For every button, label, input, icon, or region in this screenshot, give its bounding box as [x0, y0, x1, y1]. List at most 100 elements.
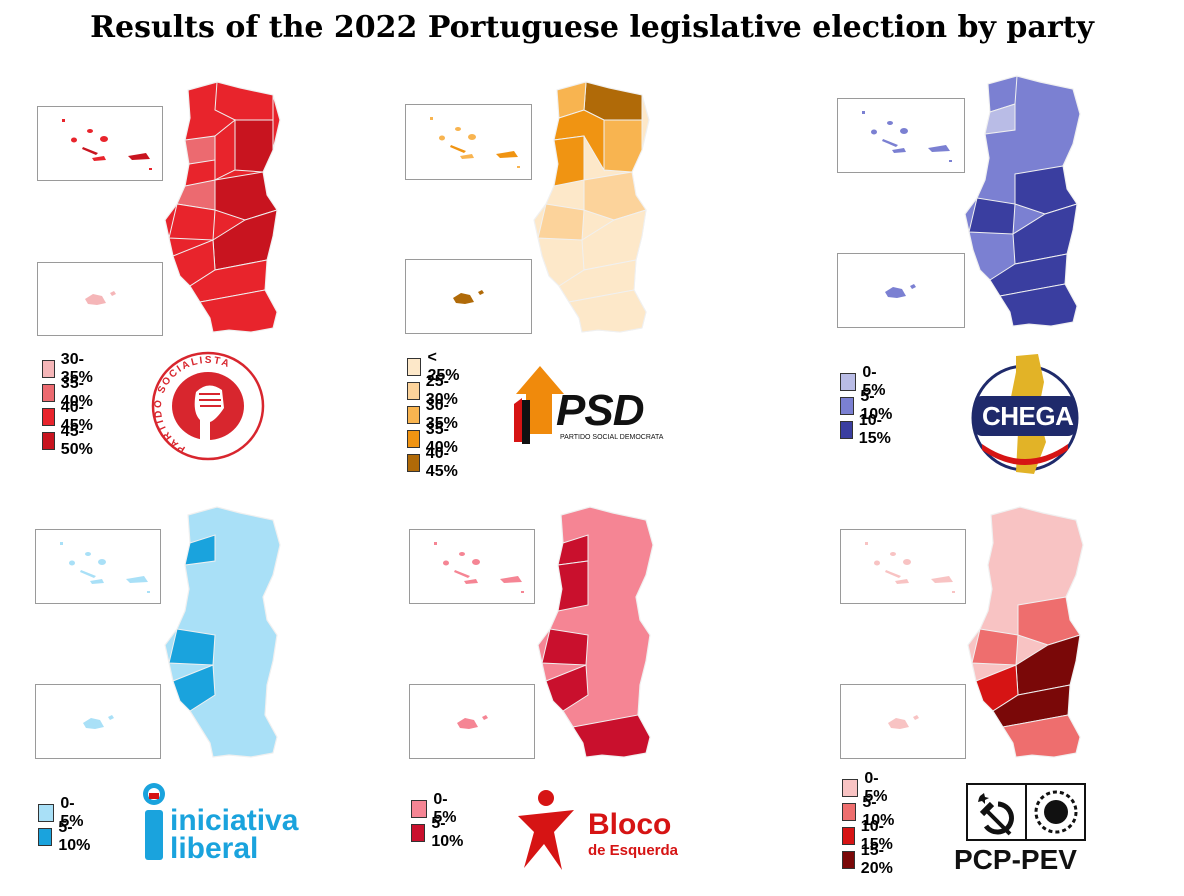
legend-swatch	[42, 360, 55, 378]
azores-map-be	[434, 542, 524, 593]
legend-label: 30-35%	[60, 351, 93, 386]
be-logo-line1: Bloco	[588, 808, 672, 841]
azores-inset	[837, 98, 965, 173]
azores-map-ps	[62, 119, 152, 170]
legend-item: 10-15%	[840, 412, 896, 447]
chega-logo: CHEGA	[968, 352, 1082, 476]
legend-swatch	[42, 432, 55, 450]
azores-map-psd	[430, 117, 520, 168]
map-svg-psd	[533, 81, 650, 333]
map-svg-il	[164, 506, 281, 758]
legend-swatch	[840, 421, 853, 439]
il-logo-line2: liberal	[170, 832, 259, 865]
madeira-map-psd	[453, 290, 484, 304]
legend-swatch	[842, 803, 857, 821]
legend-swatch	[842, 851, 855, 869]
madeira-inset	[405, 259, 532, 334]
psd-logo-subtitle: PARTIDO SOCIAL DEMOCRATA	[560, 434, 664, 441]
hammer-sickle-sunflower-icon	[966, 783, 1086, 841]
map-svg-chega	[964, 75, 1081, 327]
legend-swatch	[407, 430, 420, 448]
legend-label: 25-30%	[425, 373, 458, 408]
legend-psd: < 25% 25-30% 30-35% 35-40% 40-45%	[407, 349, 463, 480]
mainland-map-pcp	[958, 505, 1098, 761]
legend-label: < 25%	[427, 349, 460, 384]
legend-item: 10-15%	[842, 818, 898, 853]
azores-inset	[840, 529, 966, 604]
map-svg-be	[537, 506, 654, 758]
page-title: Results of the 2022 Portuguese legislati…	[90, 10, 1094, 45]
legend-swatch	[38, 804, 55, 822]
legend-label: 5-10%	[862, 794, 895, 829]
legend-item: 15-20%	[842, 842, 898, 877]
madeira-inset	[837, 253, 965, 328]
legend-item: 40-45%	[407, 445, 463, 480]
legend-label: 5-10%	[431, 815, 464, 850]
madeira-map-ps	[85, 291, 116, 305]
legend-pcp: 0-5% 5-10% 10-15% 15-20%	[842, 770, 898, 877]
psd-logo-text: PSD	[556, 386, 644, 435]
psd-logo: PSD PARTIDO SOCIAL DEMOCRATA	[512, 364, 692, 448]
legend-item: 30-35%	[42, 351, 98, 386]
legend-swatch	[42, 408, 55, 426]
chega-logo-text: CHEGA	[982, 401, 1074, 431]
legend-swatch	[842, 779, 859, 797]
madeira-map-pcp	[888, 715, 919, 729]
legend-item: 5-10%	[840, 388, 896, 423]
azores-map-il	[60, 542, 150, 593]
legend-be: 0-5% 5-10%	[411, 791, 467, 850]
legend-item: 35-40%	[42, 375, 98, 410]
legend-label: 35-40%	[425, 421, 458, 456]
il-i-icon	[143, 783, 165, 860]
legend-label: 10-15%	[858, 412, 891, 447]
legend-item: 40-45%	[42, 399, 98, 434]
legend-item: 0-5%	[840, 364, 896, 399]
madeira-inset	[37, 262, 163, 336]
legend-item: 5-10%	[842, 794, 898, 829]
legend-item: 35-40%	[407, 421, 463, 456]
madeira-map-il	[83, 715, 114, 729]
legend-item: 0-5%	[38, 795, 94, 830]
be-logo-line2: de Esquerda	[588, 842, 679, 859]
legend-label: 0-5%	[862, 364, 886, 399]
map-svg-pcp	[967, 506, 1084, 758]
legend-item: < 25%	[407, 349, 463, 384]
chega-emblem-icon	[971, 354, 1079, 474]
legend-chega: 0-5% 5-10% 10-15%	[840, 364, 896, 447]
madeira-inset	[35, 684, 161, 759]
madeira-map-be	[457, 715, 488, 729]
azores-map-chega	[862, 111, 952, 162]
legend-label: 5-10%	[860, 388, 893, 423]
be-star-figure-icon	[518, 790, 574, 870]
mainland-map-il	[155, 505, 295, 761]
azores-inset	[35, 529, 161, 604]
legend-item: 0-5%	[411, 791, 467, 826]
legend-swatch	[407, 382, 420, 400]
legend-swatch	[407, 454, 420, 472]
legend-label: 10-15%	[860, 818, 893, 853]
legend-item: 30-35%	[407, 397, 463, 432]
legend-swatch	[840, 397, 855, 415]
madeira-inset	[409, 684, 535, 759]
legend-label: 40-45%	[60, 399, 93, 434]
legend-swatch	[42, 384, 55, 402]
legend-swatch	[411, 800, 428, 818]
legend-swatch	[407, 358, 422, 376]
mainland-map-psd	[524, 80, 664, 336]
legend-item: 45-50%	[42, 423, 98, 458]
be-logo: Bloco de Esquerda	[510, 788, 690, 872]
legend-label: 0-5%	[433, 791, 457, 826]
azores-inset	[405, 104, 532, 180]
psd-arrow-icon	[514, 366, 564, 444]
legend-item: 0-5%	[842, 770, 898, 805]
legend-item: 25-30%	[407, 373, 463, 408]
map-svg-ps	[164, 81, 281, 333]
pcp-pev-logo-text: PCP-PEV	[954, 844, 1077, 875]
legend-item: 5-10%	[38, 819, 94, 854]
mainland-map-be	[528, 505, 668, 761]
legend-swatch	[411, 824, 426, 842]
azores-map-pcp	[865, 542, 955, 593]
legend-label: 45-50%	[60, 423, 93, 458]
legend-swatch	[842, 827, 855, 845]
legend-il: 0-5% 5-10%	[38, 795, 94, 854]
